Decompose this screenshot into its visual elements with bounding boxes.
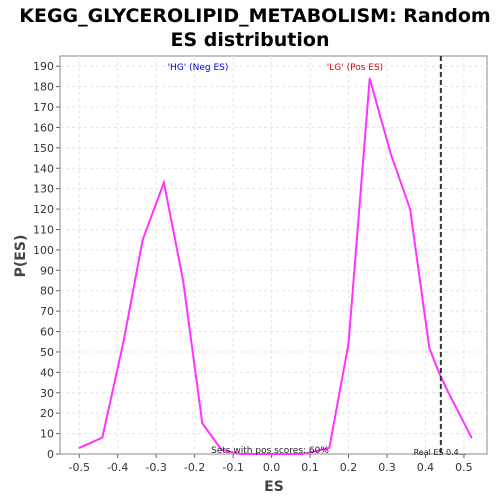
y-tick-label: 70 [40,305,54,318]
x-tick-label: 0.1 [301,461,319,474]
data-point [220,449,223,451]
pos-scores-label: Sets with pos scores: 60% [211,446,329,456]
neg-es-label: 'HG' (Neg ES) [168,63,229,73]
data-point [78,447,81,449]
x-tick-label: 0.4 [417,461,435,474]
data-point [301,453,304,455]
y-tick-label: 0 [47,448,54,461]
data-point [328,447,331,449]
y-axis-label: P(ES) [13,235,29,278]
data-point [409,208,411,210]
data-point [182,279,184,282]
data-point [438,371,440,374]
y-tick-label: 50 [40,346,54,359]
y-tick-label: 180 [33,81,54,94]
data-point [141,238,144,241]
y-tick-label: 90 [40,264,54,277]
y-tick-label: 160 [33,121,54,134]
data-point [447,391,450,394]
x-tick-label: 0.5 [455,461,473,474]
data-point [390,153,392,155]
y-tick-label: 30 [40,387,54,400]
y-tick-label: 140 [33,162,54,175]
y-tick-label: 100 [33,244,54,257]
y-tick-label: 80 [40,285,54,298]
data-point [201,422,204,425]
chart-title-line2: ES distribution [171,29,330,51]
chart-title-line1: KEGG_GLYCEROLIPID_METABOLISM: Random [19,5,490,27]
data-point [101,436,104,439]
y-tick-label: 40 [40,366,54,379]
y-tick-label: 110 [33,223,54,236]
y-tick-label: 190 [33,60,54,73]
x-tick-label: 0.0 [263,461,281,474]
y-tick-label: 10 [40,428,54,441]
x-tick-label: -0.1 [222,461,243,474]
data-points [78,77,473,455]
y-tick-label: 150 [33,142,54,155]
data-point [122,340,125,343]
x-tick-label: -0.4 [107,461,128,474]
data-point [320,449,323,451]
x-axis-ticks: -0.5 -0.4 -0.3 -0.2 -0.1 0.0 0.1 0.2 0.3 0.4 0.5 [68,454,473,474]
y-tick-label: 170 [33,101,54,114]
x-tick-label: -0.3 [145,461,166,474]
data-point [270,453,273,455]
data-point [428,347,431,349]
data-point [240,453,242,455]
pos-es-label: 'LG' (Pos ES) [327,63,383,73]
real-es-label: Real ES 0.4... [414,448,467,457]
y-tick-label: 130 [33,183,54,196]
data-point [368,77,371,80]
plot-area [59,55,488,455]
y-axis-ticks: 0 10 20 30 40 50 60 70 80 90 100 110 120 130 140 150 160… [33,60,60,461]
x-tick-label: 0.2 [340,461,358,474]
data-point [347,342,350,345]
y-tick-label: 120 [33,203,54,216]
x-tick-label: -0.5 [68,461,89,474]
y-tick-label: 20 [40,407,54,420]
data-point [163,181,165,184]
data-point [470,436,473,439]
y-tick-label: 60 [40,326,54,339]
x-tick-label: -0.2 [184,461,205,474]
grid [60,56,487,454]
x-axis-label: ES [264,479,284,495]
x-tick-label: 0.3 [378,461,396,474]
